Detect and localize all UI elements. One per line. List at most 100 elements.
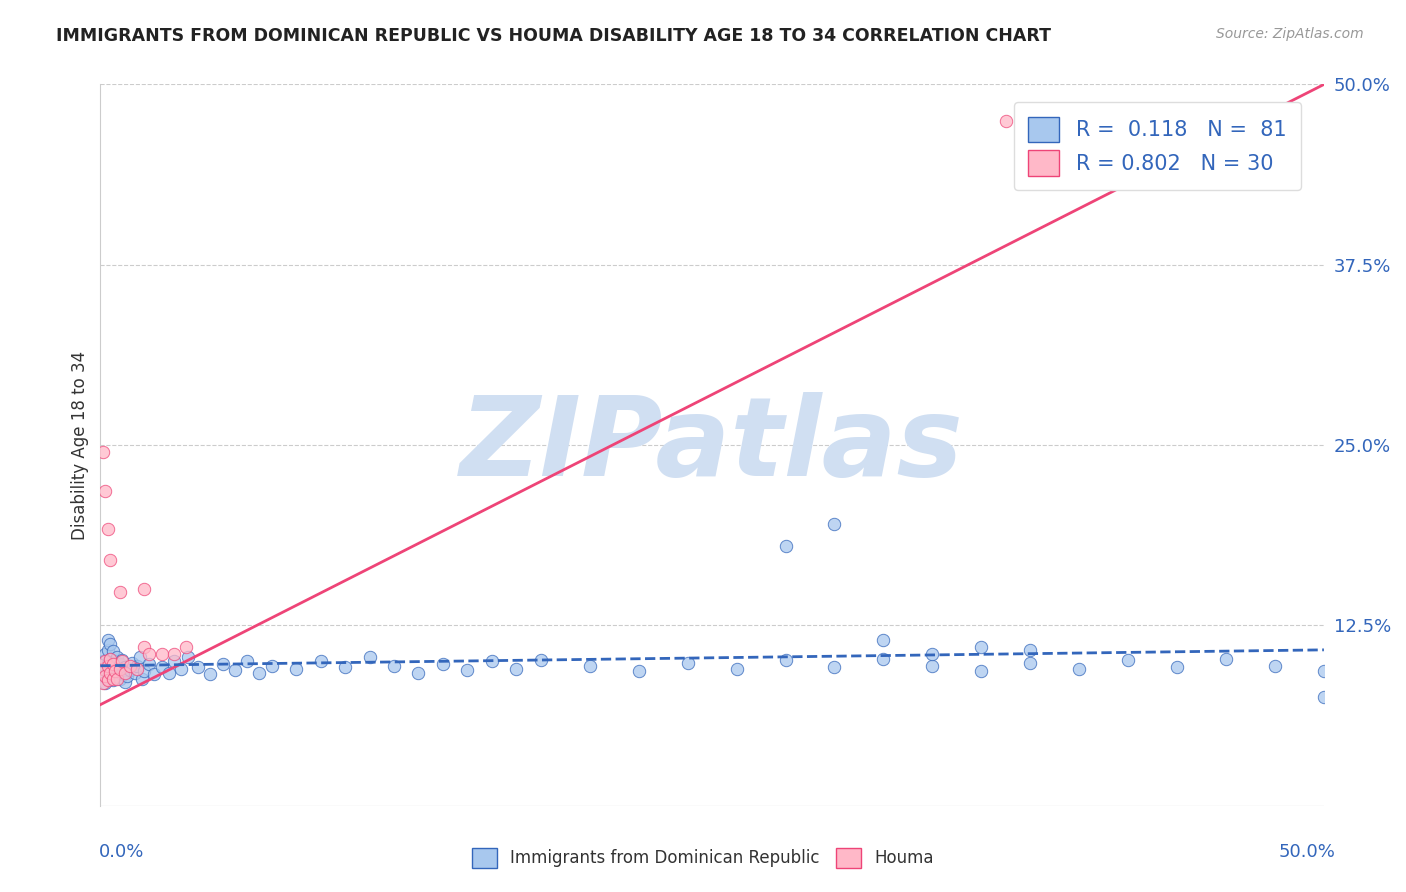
Point <box>187 660 209 674</box>
Point <box>432 657 454 672</box>
Point <box>236 654 259 668</box>
Point <box>128 650 150 665</box>
Point <box>97 643 120 657</box>
Point <box>249 665 271 680</box>
Point <box>150 647 173 661</box>
Point <box>98 553 121 567</box>
Point <box>91 676 114 690</box>
Point <box>114 660 136 674</box>
Point <box>125 658 148 673</box>
Point <box>94 647 117 661</box>
Point <box>921 647 943 661</box>
Point <box>97 522 120 536</box>
Text: ZIPatlas: ZIPatlas <box>460 392 965 499</box>
Point <box>134 582 156 597</box>
Point <box>872 632 894 647</box>
Point <box>125 662 148 676</box>
Point <box>408 665 430 680</box>
Point <box>108 672 131 686</box>
Point <box>359 650 381 665</box>
Point <box>107 665 129 679</box>
Point <box>117 669 139 683</box>
Point <box>163 654 186 668</box>
Point <box>91 654 114 668</box>
Point <box>94 654 117 668</box>
Text: 0.0%: 0.0% <box>98 843 143 861</box>
Point <box>627 665 650 679</box>
Point <box>98 651 121 665</box>
Point <box>98 637 121 651</box>
Point <box>118 663 141 677</box>
Point <box>1019 656 1042 670</box>
Point <box>94 669 117 683</box>
Point <box>94 484 117 499</box>
Point <box>578 658 600 673</box>
Point <box>97 657 120 672</box>
Point <box>124 665 146 680</box>
Point <box>382 658 405 673</box>
Point <box>170 662 193 676</box>
Point <box>138 657 160 672</box>
Point <box>94 662 117 676</box>
Point <box>921 658 943 673</box>
Point <box>333 660 356 674</box>
Point <box>107 672 129 686</box>
Point <box>211 657 233 672</box>
Point <box>138 647 160 661</box>
Point <box>1215 651 1237 665</box>
Point <box>163 647 186 661</box>
Point <box>481 654 503 668</box>
Point <box>91 445 114 459</box>
Point <box>104 669 127 683</box>
Point <box>530 653 553 667</box>
Point <box>98 665 121 680</box>
Point <box>111 667 134 681</box>
Point <box>97 673 120 688</box>
Legend: R =  0.118   N =  81, R = 0.802   N = 30: R = 0.118 N = 81, R = 0.802 N = 30 <box>1014 102 1301 190</box>
Point <box>1313 690 1336 705</box>
Point <box>111 654 134 668</box>
Point <box>131 672 153 686</box>
Point <box>143 667 166 681</box>
Point <box>111 653 134 667</box>
Point <box>108 662 131 676</box>
Text: 50.0%: 50.0% <box>1279 843 1336 861</box>
Point <box>97 672 120 686</box>
Point <box>134 640 156 654</box>
Point <box>775 539 797 553</box>
Point <box>104 654 127 668</box>
Point <box>676 656 699 670</box>
Point <box>872 651 894 665</box>
Point <box>177 650 200 665</box>
Y-axis label: Disability Age 18 to 34: Disability Age 18 to 34 <box>72 351 89 540</box>
Point <box>456 663 478 677</box>
Point <box>98 651 121 665</box>
Point <box>97 632 120 647</box>
Point <box>174 640 197 654</box>
Point <box>1069 662 1091 676</box>
Point <box>1166 660 1188 674</box>
Point <box>285 662 308 676</box>
Text: Source: ZipAtlas.com: Source: ZipAtlas.com <box>1216 27 1364 41</box>
Point <box>200 667 222 681</box>
Point <box>94 676 117 690</box>
Point <box>91 669 114 683</box>
Point <box>98 665 121 680</box>
Point <box>91 662 114 676</box>
Point <box>101 644 124 658</box>
Point <box>1264 658 1286 673</box>
Point <box>101 673 124 688</box>
Point <box>824 517 846 532</box>
Point <box>994 113 1017 128</box>
Point <box>114 665 136 680</box>
Point <box>101 672 124 686</box>
Point <box>104 665 127 679</box>
Point <box>101 657 124 672</box>
Point <box>1142 106 1164 120</box>
Point <box>108 657 131 672</box>
Point <box>970 640 993 654</box>
Point <box>97 658 120 673</box>
Point <box>309 654 332 668</box>
Point <box>134 665 156 679</box>
Point <box>224 663 246 677</box>
